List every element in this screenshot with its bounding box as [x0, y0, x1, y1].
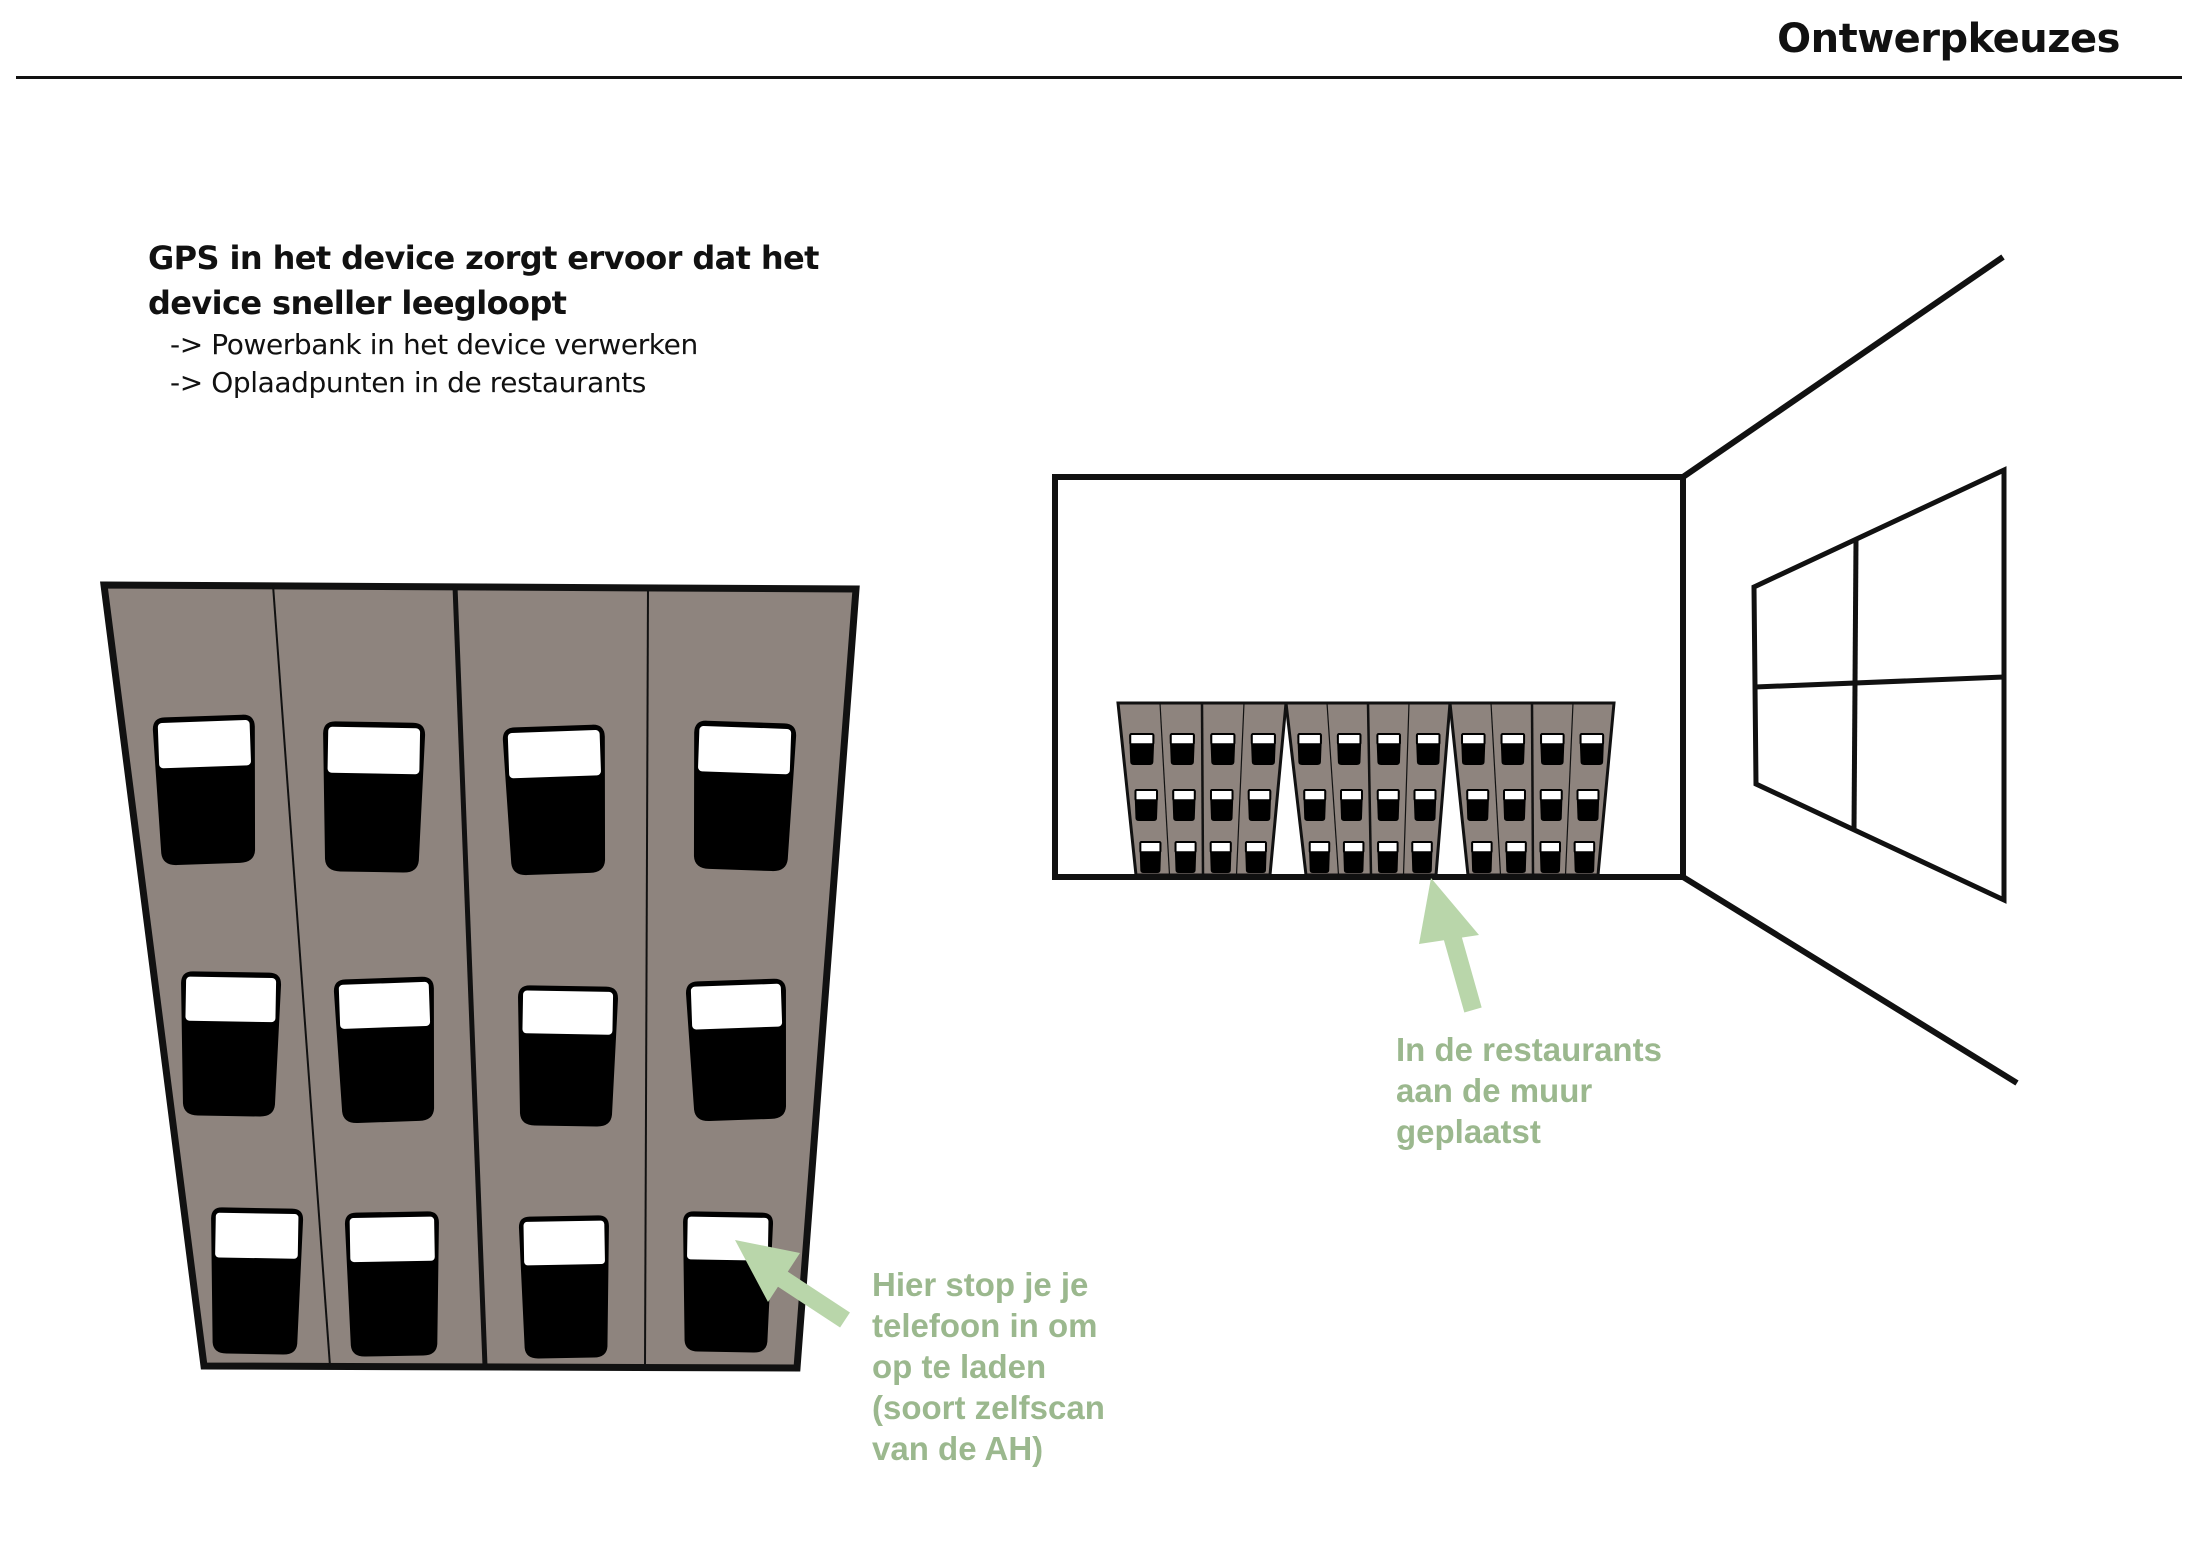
mini-phone-slot [1297, 732, 1322, 765]
phone-slot [686, 978, 786, 1122]
phone-slot [518, 1215, 609, 1359]
mini-phone-slot [1503, 788, 1526, 821]
mini-phone-slot [1376, 732, 1401, 765]
mini-phone-slot [1174, 840, 1197, 873]
mini-phone-slot [1340, 788, 1363, 821]
annotation-phone-line-5: van de AH) [872, 1430, 1044, 1467]
mini-phone-slot [1250, 732, 1276, 765]
phone-slot [344, 1211, 439, 1357]
mini-charging-cabinet [1284, 701, 1452, 877]
mini-phone-slot [1461, 732, 1486, 765]
window-mullion-horizontal [1754, 674, 2005, 690]
restaurant-room [1052, 254, 2019, 1086]
mini-phone-slot [1573, 840, 1596, 873]
annotation-phone-line-2: telefoon in om [872, 1307, 1098, 1344]
mini-charging-cabinet [1116, 701, 1288, 877]
cabinet-divider-2 [452, 585, 488, 1367]
mini-phone-slot [1129, 732, 1155, 765]
cabinet-divider-3 [644, 586, 649, 1368]
mini-phone-slot [1247, 788, 1272, 821]
mini-phone-slot [1376, 788, 1400, 821]
mini-phone-slot [1377, 840, 1399, 873]
side-window [1751, 466, 2007, 904]
annotation-wall-line-3: geplaatst [1396, 1113, 1541, 1150]
mini-phone-slot [1505, 840, 1527, 873]
mini-phone-slot [1500, 732, 1526, 765]
mini-phone-slot [1172, 788, 1196, 821]
intro-text-block: GPS in het device zorgt ervoor dat het d… [148, 236, 908, 402]
mini-phone-slot [1336, 732, 1362, 765]
mini-phone-slot [1303, 788, 1327, 821]
intro-bullet-powerbank: -> Powerbank in het device verwerken [170, 328, 698, 361]
mini-phone-slot [1308, 840, 1331, 873]
mini-phone-slot [1539, 788, 1563, 821]
header-divider [16, 76, 2182, 79]
annotation-wall-line-1: In de restaurants [1396, 1031, 1662, 1068]
annotation-phone-line-3: op te laden [872, 1348, 1047, 1385]
window-frame [1751, 466, 2007, 904]
floor-edge [1681, 874, 2019, 1086]
cabinet-body [100, 581, 860, 1372]
mini-phone-slot [1540, 732, 1565, 765]
ceiling-edge [1681, 254, 2005, 480]
page-title: Ontwerpkeuzes [1777, 16, 2120, 62]
intro-bullet-charging-points: -> Oplaadpunten in de restaurants [170, 366, 646, 399]
mini-phone-slot [1139, 840, 1162, 873]
arrow-to-wall-chargers [1419, 878, 1482, 1013]
arrow-to-phone-slot [735, 1240, 850, 1328]
phone-slot [693, 720, 797, 872]
mini-phone-slot [1539, 840, 1561, 873]
mini-phone-slot [1413, 788, 1437, 821]
intro-heading-line-1: GPS in het device zorgt ervoor dat het [148, 239, 819, 277]
mini-phone-slot [1209, 840, 1232, 873]
mini-phone-slot [1466, 788, 1490, 821]
mini-phone-slot [1415, 732, 1441, 765]
mini-phone-slot [1576, 788, 1600, 821]
phone-slot [181, 971, 282, 1117]
phone-slot [333, 976, 435, 1124]
mini-phone-slot [1210, 732, 1236, 765]
phone-slot [518, 985, 619, 1127]
mini-phone-slot [1342, 840, 1365, 873]
annotation-wall-line-2: aan de muur [1396, 1072, 1593, 1109]
back-wall [1052, 474, 1686, 880]
mini-phone-slot [1471, 840, 1493, 873]
mini-phone-slot [1209, 788, 1234, 821]
phone-slot [323, 721, 426, 873]
intro-heading-line-2: device sneller leegloopt [148, 284, 567, 322]
phone-slot [502, 724, 606, 876]
mini-phone-slot [1579, 732, 1605, 765]
mini-phone-slot [1411, 840, 1433, 873]
mini-phone-slot [1134, 788, 1159, 821]
mini-phone-slot [1169, 732, 1195, 765]
annotation-phone-slot: Hier stop je je telefoon in om op te lad… [872, 1264, 1172, 1469]
annotation-phone-line-4: (soort zelfscan [872, 1389, 1105, 1426]
wall-mounted-chargers [1116, 701, 1616, 877]
annotation-restaurant-wall: In de restaurants aan de muur geplaatst [1396, 1029, 1716, 1152]
phone-slot [152, 714, 256, 866]
mini-phone-slot [1244, 840, 1267, 873]
cabinet-divider-1 [272, 584, 331, 1367]
charging-cabinet-large [100, 581, 860, 1372]
annotation-phone-line-1: Hier stop je je [872, 1266, 1089, 1303]
phone-slots-large [152, 714, 797, 1359]
phone-slot [211, 1207, 304, 1355]
mini-charging-cabinet [1448, 701, 1616, 877]
